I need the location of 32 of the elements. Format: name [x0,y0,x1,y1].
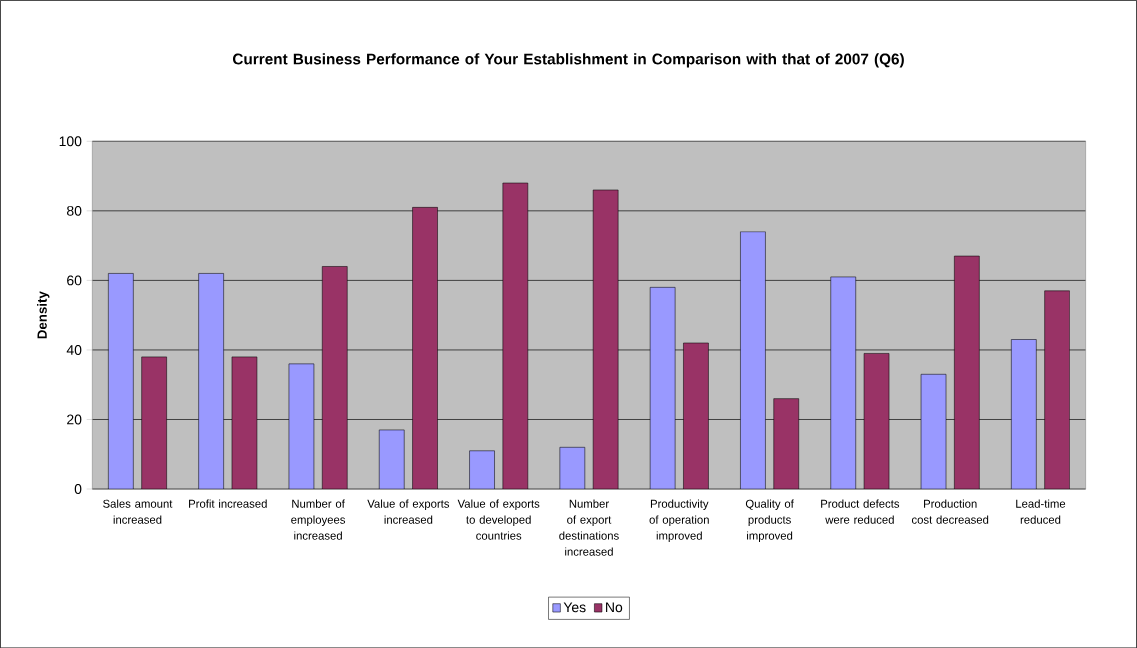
bar [378,429,405,489]
bar [1011,339,1037,489]
x-tick-label: Quality of products improved [745,499,794,542]
y-tick-label: 100 [59,136,82,147]
x-tick-label: Value of exports increased [367,499,450,524]
bar [920,373,947,489]
bar [288,363,315,489]
x-tick-label: Number of employees increased [291,499,346,540]
y-tick-label: 80 [67,205,82,216]
x-tick-label: Product defects were reduced [821,499,900,524]
bar [108,273,134,489]
bar [649,286,676,489]
bar [830,276,856,489]
y-tick-label: 20 [67,414,82,425]
y-tick-label: 60 [67,275,82,286]
x-tick-label: Productivity of operation improved [649,499,709,542]
bar [740,231,766,489]
x-tick-label: Lead-time reduced [1016,499,1066,524]
bar [198,273,224,489]
x-tick-label: Profit increased [189,499,267,508]
bar [559,446,586,489]
legend-label: No [606,602,623,613]
x-tick-label: Sales amount increased [103,499,173,524]
y-tick-label: 0 [74,483,82,494]
bar [469,450,495,489]
chart-title: Current Business Performance of Your Establishment in Comparison with that of 2007 (Q6) [232,53,904,68]
y-tick-label: 40 [66,344,82,355]
x-tick-label: Production cost decreased [911,499,989,524]
legend-label: Yes [563,602,586,613]
x-tick-label: Number of export destinations increased [559,499,619,556]
y-axis-title: Density [37,291,50,339]
x-tick-label: Value of exports to developed countries [457,499,540,540]
